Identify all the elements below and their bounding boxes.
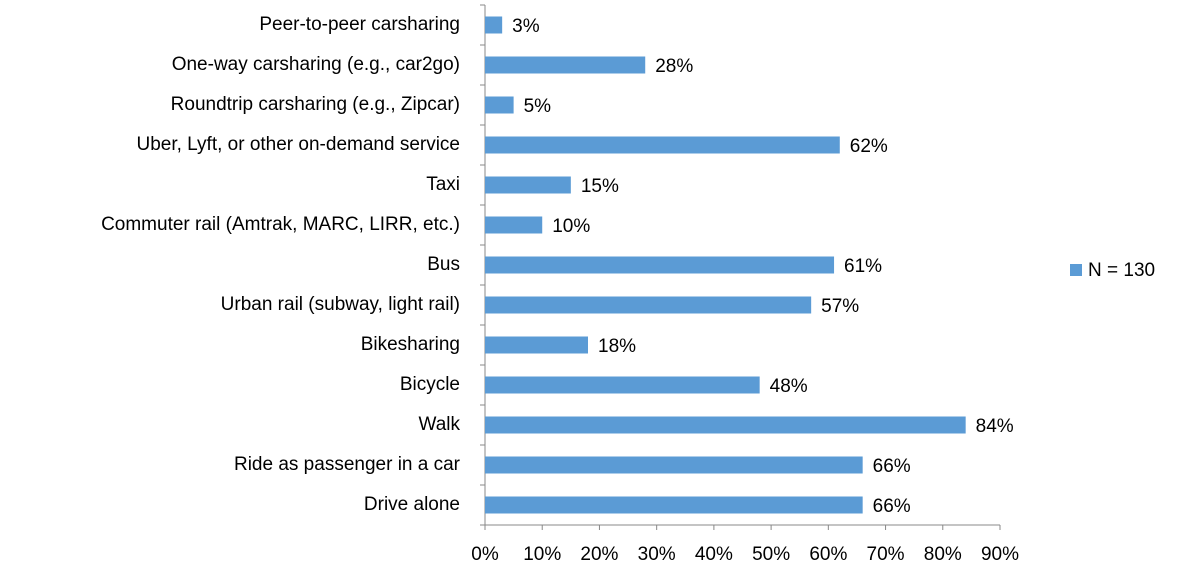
x-tick-label: 20%	[580, 544, 618, 565]
y-tick-label: Walk	[418, 414, 460, 435]
value-label: 66%	[873, 456, 911, 477]
x-tick-label: 30%	[638, 544, 676, 565]
x-tick-label: 0%	[471, 544, 499, 565]
y-tick-label: Uber, Lyft, or other on-demand service	[136, 134, 460, 155]
y-tick-label: Roundtrip carsharing (e.g., Zipcar)	[171, 94, 460, 115]
value-label: 84%	[976, 416, 1014, 437]
bar	[485, 376, 760, 394]
value-label: 62%	[850, 136, 888, 157]
bar	[485, 336, 588, 354]
value-label: 3%	[512, 16, 540, 37]
value-label: 48%	[770, 376, 808, 397]
x-tick-label: 40%	[695, 544, 733, 565]
y-tick-label: Bikesharing	[361, 334, 460, 355]
bar	[485, 496, 863, 514]
x-tick-label: 50%	[752, 544, 790, 565]
bar	[485, 96, 514, 114]
value-label: 57%	[821, 296, 859, 317]
value-label: 18%	[598, 336, 636, 357]
value-label: 28%	[655, 56, 693, 77]
bar	[485, 416, 966, 434]
y-tick-label: Drive alone	[364, 494, 460, 515]
y-tick-label: Peer-to-peer carsharing	[259, 14, 460, 35]
x-tick-label: 80%	[924, 544, 962, 565]
bar	[485, 256, 835, 274]
bar	[485, 216, 543, 234]
y-tick-label: Bicycle	[400, 374, 460, 395]
value-label: 15%	[581, 176, 619, 197]
bar	[485, 296, 812, 314]
legend-swatch	[1070, 264, 1082, 276]
y-tick-label: Taxi	[426, 174, 460, 195]
y-tick-label: Ride as passenger in a car	[234, 454, 461, 475]
x-tick-label: 90%	[981, 544, 1019, 565]
y-tick-label: Urban rail (subway, light rail)	[221, 294, 460, 315]
y-tick-label: One-way carsharing (e.g., car2go)	[172, 54, 460, 75]
bar	[485, 56, 646, 74]
bar	[485, 456, 863, 474]
x-tick-label: 10%	[523, 544, 561, 565]
legend-label: N = 130	[1088, 260, 1155, 281]
value-label: 5%	[524, 96, 552, 117]
value-label: 10%	[552, 216, 590, 237]
value-label: 66%	[873, 496, 911, 517]
bar	[485, 136, 840, 154]
y-tick-label: Commuter rail (Amtrak, MARC, LIRR, etc.)	[101, 214, 460, 235]
bar	[485, 16, 503, 34]
x-tick-label: 60%	[809, 544, 847, 565]
value-label: 61%	[844, 256, 882, 277]
x-tick-label: 70%	[867, 544, 905, 565]
y-tick-label: Bus	[427, 254, 460, 275]
bar	[485, 176, 571, 194]
